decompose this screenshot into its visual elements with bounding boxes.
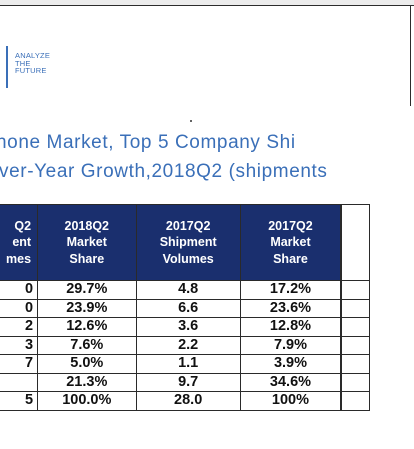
table-cell: 2.2 <box>135 335 241 355</box>
table-row: 21.3% 9.7 34.6% <box>0 372 371 392</box>
table-row: 0 23.9% 6.6 23.6% <box>0 298 371 318</box>
column-header: 2017Q2 Shipment Volumes <box>135 204 241 281</box>
logo-bar <box>6 46 8 88</box>
table-cell: 12.6% <box>37 317 137 337</box>
table-cell: 23.9% <box>37 298 137 318</box>
column-header: 2018Q2 Market Share <box>37 204 137 281</box>
table-cell: 5 <box>0 391 39 411</box>
frame-top <box>0 0 414 6</box>
table-cell: 3 <box>0 335 39 355</box>
logo-line: ANALYZE <box>15 51 51 60</box>
bullet-dot <box>190 120 192 122</box>
table-row: 3 7.6% 2.2 7.9% <box>0 335 371 355</box>
column-header: 2017Q2 Market Share <box>239 204 342 281</box>
table-cell: 7.9% <box>239 335 342 355</box>
table-cell: 3.6 <box>135 317 241 337</box>
table-cell: 0 <box>0 298 39 318</box>
table-cell <box>340 280 371 300</box>
table-cell: 3.9% <box>239 354 342 374</box>
logo-text: ANALYZE THE FUTURE <box>15 52 50 75</box>
table-cell: 12.8% <box>239 317 342 337</box>
table-cell <box>340 372 371 392</box>
table-cell <box>340 391 371 411</box>
table-cell <box>0 372 39 392</box>
table-row: 2 12.6% 3.6 12.8% <box>0 317 371 337</box>
table-cell: 100% <box>239 391 342 411</box>
frame-border-right <box>410 5 411 106</box>
frame-border <box>0 5 414 6</box>
table-cell: 34.6% <box>239 372 342 392</box>
logo-line: FUTURE <box>15 66 47 76</box>
table-cell: 7 <box>0 354 39 374</box>
shipment-table: Q2 ent mes 2018Q2 Market Share 2017Q2 Sh… <box>0 204 371 411</box>
column-header <box>340 204 371 281</box>
company-logo: ANALYZE THE FUTURE <box>6 46 76 88</box>
table-cell: 6.6 <box>135 298 241 318</box>
table-cell: 21.3% <box>37 372 137 392</box>
table-cell: 0 <box>0 280 39 300</box>
page-title-line-2: ver-Year Growth,2018Q2 (shipments <box>0 161 328 182</box>
table-cell: 2 <box>0 317 39 337</box>
table-cell: 9.7 <box>135 372 241 392</box>
table-cell: 5.0% <box>37 354 137 374</box>
table-cell: 17.2% <box>239 280 342 300</box>
table-header-row: Q2 ent mes 2018Q2 Market Share 2017Q2 Sh… <box>0 204 371 281</box>
table-cell: 7.6% <box>37 335 137 355</box>
table-cell: 4.8 <box>135 280 241 300</box>
table-cell <box>340 317 371 337</box>
table-cell: 1.1 <box>135 354 241 374</box>
logo-line: THE <box>15 58 31 68</box>
table-cell: 23.6% <box>239 298 342 318</box>
table-cell <box>340 335 371 355</box>
table-cell <box>340 298 371 318</box>
table-row: 0 29.7% 4.8 17.2% <box>0 280 371 300</box>
table-cell: 29.7% <box>37 280 137 300</box>
table-cell: 28.0 <box>135 391 241 411</box>
table-row: 7 5.0% 1.1 3.9% <box>0 354 371 374</box>
table-cell: 100.0% <box>37 391 137 411</box>
column-header: Q2 ent mes <box>0 204 39 281</box>
table-row: 5 100.0% 28.0 100% <box>0 391 371 411</box>
table-body: 0 29.7% 4.8 17.2% 0 23.9% 6.6 23.6% 2 12.6% 3.6 12.… <box>0 280 371 411</box>
page-title-line-1: hone Market, Top 5 Company Shi <box>0 132 296 153</box>
table-cell <box>340 354 371 374</box>
